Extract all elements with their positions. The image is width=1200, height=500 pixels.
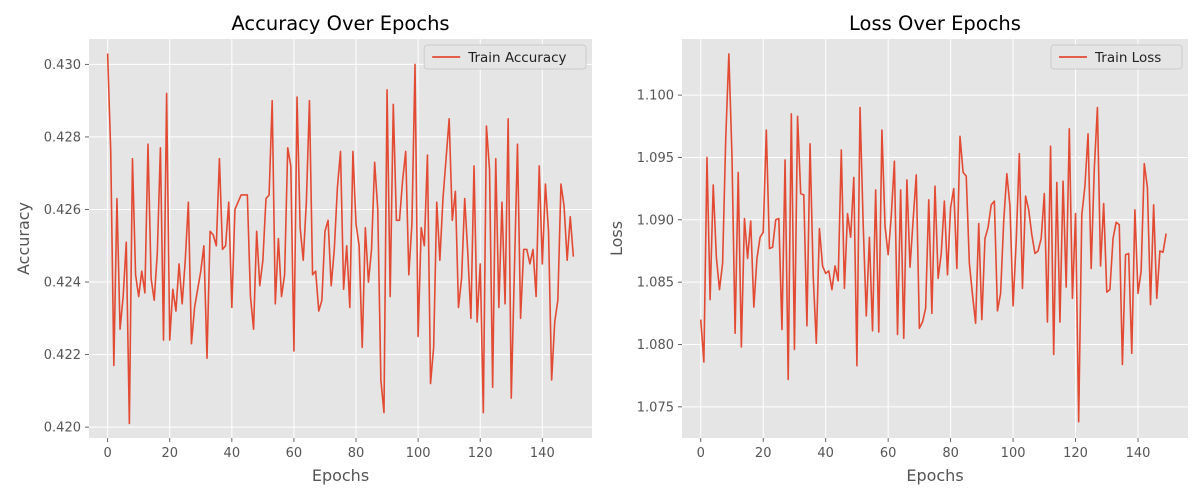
x-tick-label: 20 (161, 446, 178, 461)
x-axis-label: Epochs (312, 466, 369, 485)
x-tick-label: 60 (880, 446, 897, 461)
x-tick-label: 0 (103, 446, 111, 461)
legend-frame (423, 44, 587, 70)
x-tick-label: 120 (468, 446, 493, 461)
x-tick-label: 100 (1001, 446, 1026, 461)
y-tick-label: 0.422 (44, 348, 81, 363)
loss-series-line (699, 53, 1167, 423)
y-tick-label: 1.100 (637, 89, 674, 104)
legend-label: Train Accuracy (467, 50, 566, 66)
y-axis-label: Accuracy (14, 202, 33, 275)
loss-plot-area (682, 39, 1188, 438)
y-tick-label: 0.430 (44, 58, 81, 73)
x-axis-label: Epochs (906, 466, 963, 485)
y-tick-label: 0.426 (44, 203, 81, 218)
x-tick-label: 140 (530, 446, 555, 461)
y-tick-label: 1.095 (637, 151, 674, 166)
y-tick-label: 0.420 (44, 421, 81, 436)
chart-title: Accuracy Over Epochs (231, 12, 449, 35)
x-tick-label: 80 (942, 446, 959, 461)
accuracy-chart-panel: 0 20 40 60 80 100 120 140 0.420 0.422 0.424 0.426 0.… (14, 12, 592, 485)
x-tick-label: 100 (406, 446, 431, 461)
y-axis-label: Loss (607, 221, 626, 256)
x-tick-label: 60 (286, 446, 303, 461)
chart-title: Loss Over Epochs (849, 12, 1021, 35)
y-tick-label: 1.075 (637, 400, 674, 415)
x-tick-label: 120 (1063, 446, 1088, 461)
x-tick-label: 40 (224, 446, 241, 461)
x-tick-label: 80 (348, 446, 365, 461)
x-tick-label: 140 (1126, 446, 1151, 461)
y-tick-label: 0.428 (44, 130, 81, 145)
accuracy-plot-area (89, 39, 592, 438)
y-tick-label: 1.080 (637, 338, 674, 353)
y-tick-label: 1.085 (637, 276, 674, 291)
legend-label: Train Loss (1094, 50, 1161, 66)
x-tick-label: 40 (817, 446, 834, 461)
legend: Train Accuracy (423, 44, 587, 70)
x-tick-label: 20 (755, 446, 772, 461)
loss-chart-panel: 0 20 40 60 80 100 120 140 1.075 1.080 1.085 1.090 1.… (607, 12, 1188, 485)
legend-frame (1050, 44, 1183, 70)
y-tick-label: 1.090 (637, 213, 674, 228)
y-tick-label: 0.424 (44, 276, 81, 291)
x-tick-label: 0 (697, 446, 705, 461)
accuracy-series-line (106, 53, 575, 425)
legend: Train Loss (1050, 44, 1183, 70)
